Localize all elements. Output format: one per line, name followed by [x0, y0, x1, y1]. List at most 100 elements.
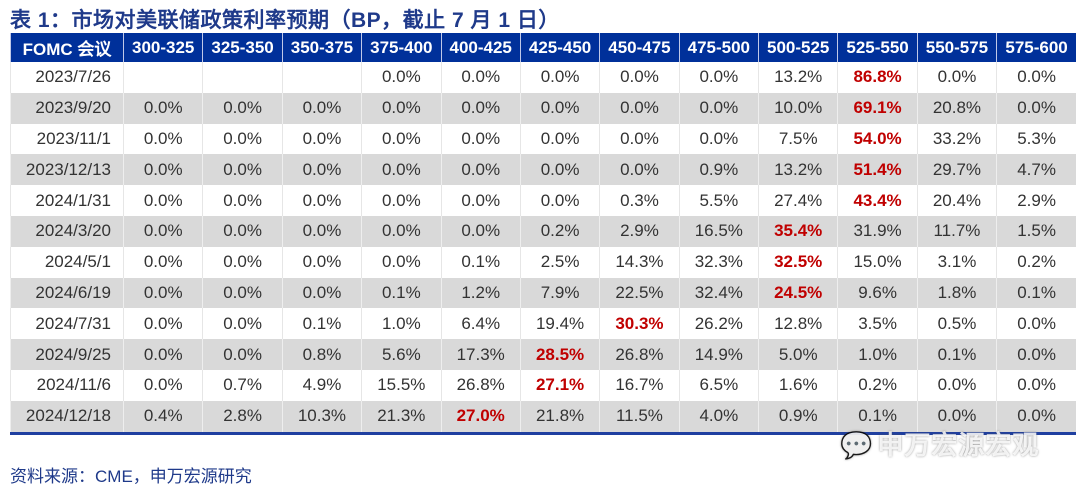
probability-cell: 0.3%: [599, 185, 680, 216]
probability-cell: 0.0%: [361, 246, 441, 278]
watermark: 💬 申万宏源宏观: [840, 425, 1039, 462]
table-row: 2023/12/13 0.0% 0.0% 0.0% 0.0% 0.0% 0.0% 0.0% 0.…: [10, 154, 1076, 186]
column-header-range: 550-575: [916, 33, 997, 62]
probability-cell: 0.0%: [361, 215, 441, 247]
probability-cell: 0.0%: [599, 62, 680, 93]
probability-cell: 1.0%: [361, 308, 441, 340]
probability-cell: 0.0%: [916, 369, 997, 401]
probability-cell: 20.8%: [916, 92, 997, 124]
column-header-range: 525-550: [837, 33, 918, 62]
probability-cell: 4.7%: [996, 154, 1076, 186]
probability-cell: 0.0%: [440, 154, 521, 186]
probability-cell: 0.0%: [916, 400, 997, 434]
table-row: 2024/6/19 0.0% 0.0% 0.0% 0.1% 1.2% 7.9% 22.5% 32…: [10, 277, 1076, 309]
probability-cell: 35.4%: [757, 215, 838, 247]
probability-cell: 0.0%: [122, 123, 203, 155]
probability-cell: 0.4%: [122, 400, 203, 434]
probability-cell: 0.0%: [202, 123, 283, 155]
probability-cell: 0.0%: [996, 400, 1076, 434]
table-row: 2024/11/6 0.0% 0.7% 4.9% 15.5% 26.8% 27.1% 16.7…: [10, 369, 1076, 401]
probability-cell: 0.0%: [281, 215, 362, 247]
probability-cell: 0.5%: [916, 308, 997, 340]
probability-cell: 0.8%: [281, 339, 362, 370]
probability-cell: 0.0%: [519, 154, 600, 186]
probability-cell: 5.3%: [996, 123, 1076, 155]
probability-cell: 3.5%: [837, 308, 918, 340]
probability-cell: 0.0%: [916, 62, 997, 93]
probability-cell: 22.5%: [599, 277, 680, 309]
column-header-range: 500-525: [757, 33, 838, 62]
probability-cell: 0.0%: [519, 92, 600, 124]
probability-cell: 0.0%: [122, 185, 203, 216]
probability-cell: 5.0%: [757, 339, 838, 370]
probability-cell: 0.0%: [281, 277, 362, 309]
probability-cell: 2.5%: [519, 246, 600, 278]
meeting-date: 2024/3/20: [10, 215, 124, 247]
probability-cell: 0.0%: [122, 215, 203, 247]
meeting-date: 2024/11/6: [10, 369, 124, 401]
probability-cell: 14.3%: [599, 246, 680, 278]
rate-probability-table: FOMC 会议 300-325 325-350 350-375 375-400 400-4…: [10, 33, 1076, 435]
probability-cell: [281, 62, 362, 93]
column-header-range: 300-325: [122, 33, 203, 62]
probability-cell: 0.0%: [281, 154, 362, 186]
probability-cell: 0.0%: [202, 92, 283, 124]
probability-cell: 0.0%: [996, 339, 1076, 370]
table-row: 2023/7/26 0.0% 0.0% 0.0% 0.0% 0.0% 13.2% 86.8% 0…: [10, 62, 1076, 93]
probability-cell: 29.7%: [916, 154, 997, 186]
probability-cell: 26.8%: [599, 339, 680, 370]
probability-cell: 0.1%: [361, 277, 441, 309]
probability-cell: 0.0%: [519, 62, 600, 93]
column-header-range: 475-500: [678, 33, 759, 62]
probability-cell: 0.2%: [837, 369, 918, 401]
probability-cell: 1.6%: [757, 369, 838, 401]
probability-cell: 4.0%: [678, 400, 759, 434]
probability-cell: 6.4%: [440, 308, 521, 340]
probability-cell: 12.8%: [757, 308, 838, 340]
probability-cell: 0.0%: [122, 369, 203, 401]
probability-cell: 0.0%: [361, 154, 441, 186]
table-row: 2024/9/25 0.0% 0.0% 0.8% 5.6% 17.3% 28.5% 26.8%…: [10, 339, 1076, 370]
probability-cell: 11.7%: [916, 215, 997, 247]
probability-cell: 21.3%: [361, 400, 441, 434]
probability-cell: 86.8%: [837, 62, 918, 93]
meeting-date: 2024/1/31: [10, 185, 124, 216]
probability-cell: 4.9%: [281, 369, 362, 401]
probability-cell: 54.0%: [837, 123, 918, 155]
probability-cell: 26.2%: [678, 308, 759, 340]
meeting-date: 2023/12/13: [10, 154, 124, 186]
column-header-range: 450-475: [599, 33, 680, 62]
probability-cell: 0.0%: [361, 92, 441, 124]
meeting-date: 2023/11/1: [10, 123, 124, 155]
table-row: 2023/9/20 0.0% 0.0% 0.0% 0.0% 0.0% 0.0% 0.0% 0.0…: [10, 92, 1076, 124]
probability-cell: 0.0%: [599, 92, 680, 124]
probability-cell: 3.1%: [916, 246, 997, 278]
probability-cell: 32.3%: [678, 246, 759, 278]
probability-cell: 0.1%: [281, 308, 362, 340]
probability-cell: 0.0%: [440, 62, 521, 93]
probability-cell: 1.5%: [996, 215, 1076, 247]
probability-cell: 21.8%: [519, 400, 600, 434]
probability-cell: 11.5%: [599, 400, 680, 434]
probability-cell: 0.0%: [440, 123, 521, 155]
probability-cell: 9.6%: [837, 277, 918, 309]
probability-cell: 15.5%: [361, 369, 441, 401]
probability-cell: 0.0%: [281, 185, 362, 216]
probability-cell: 10.3%: [281, 400, 362, 434]
probability-cell: 5.5%: [678, 185, 759, 216]
probability-cell: 17.3%: [440, 339, 521, 370]
watermark-text: 申万宏源宏观: [877, 430, 1040, 460]
probability-cell: [122, 62, 203, 93]
column-header-range: 400-425: [440, 33, 521, 62]
probability-cell: 15.0%: [837, 246, 918, 278]
probability-cell: 0.0%: [122, 154, 203, 186]
column-header-range: 425-450: [519, 33, 600, 62]
probability-cell: 26.8%: [440, 369, 521, 401]
probability-cell: 20.4%: [916, 185, 997, 216]
table-row: 2024/5/1 0.0% 0.0% 0.0% 0.0% 0.1% 2.5% 14.3% 32.…: [10, 246, 1076, 278]
probability-cell: 0.9%: [678, 154, 759, 186]
probability-cell: 30.3%: [599, 308, 680, 340]
meeting-date: 2024/5/1: [10, 246, 124, 278]
probability-cell: 0.1%: [996, 277, 1076, 309]
probability-cell: 0.0%: [281, 92, 362, 124]
